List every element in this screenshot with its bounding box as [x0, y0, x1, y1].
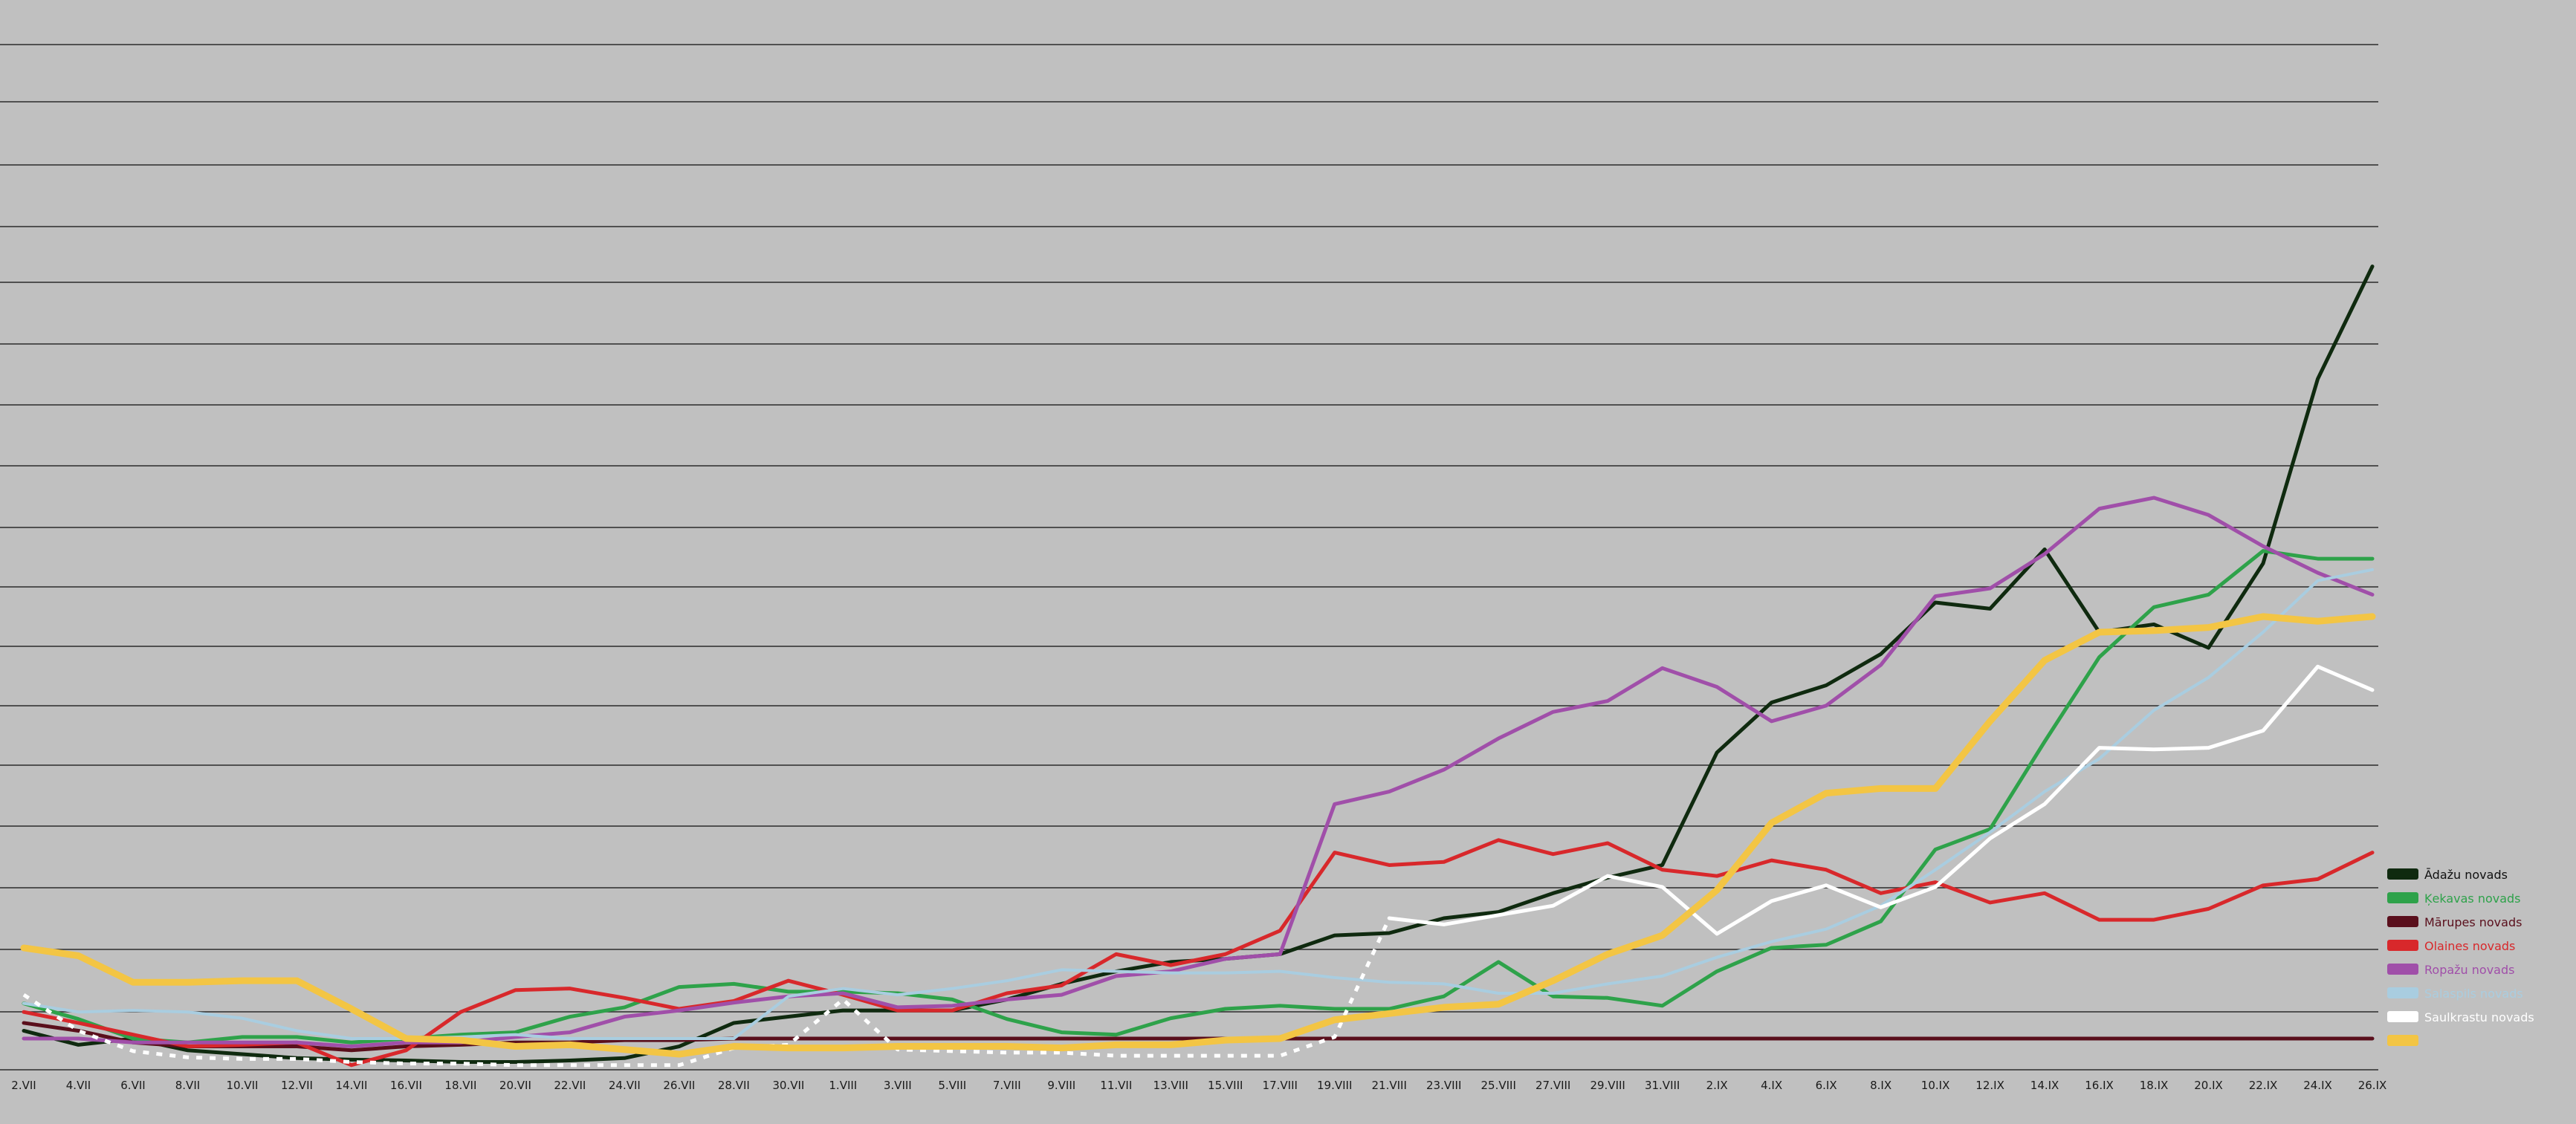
legend-label: Ķekavas novads	[2424, 891, 2521, 906]
legend-swatch	[2387, 916, 2418, 927]
x-tick-label: 4.VII	[66, 1079, 91, 1092]
x-tick-label: 18.IX	[2140, 1079, 2169, 1092]
x-tick-label: 16.VII	[390, 1079, 422, 1092]
series-line-7	[20, 613, 2376, 1058]
x-tick-label: 14.VII	[335, 1079, 367, 1092]
x-tick-label: 27.VIII	[1535, 1079, 1570, 1092]
x-axis-tick-labels: 2.VII 4.VII 6.VII 8.VII 10.VII 12.VII 14.VII 16…	[11, 1079, 2386, 1092]
legend-swatch	[2387, 1035, 2418, 1046]
x-tick-label: 12.IX	[1975, 1079, 2004, 1092]
x-tick-label: 6.IX	[1816, 1079, 1837, 1092]
series-line-0	[22, 264, 2375, 1065]
x-tick-label: 20.IX	[2194, 1079, 2223, 1092]
x-tick-label: 11.VII	[1100, 1079, 1132, 1092]
x-tick-label: 21.VIII	[1372, 1079, 1407, 1092]
x-tick-label: 18.VII	[444, 1079, 476, 1092]
x-tick-label: 10.VII	[226, 1079, 258, 1092]
x-tick-label: 13.VIII	[1153, 1079, 1188, 1092]
x-tick-label: 8.VII	[175, 1079, 200, 1092]
legend-label: Olaines novads	[2424, 939, 2515, 953]
legend-swatch	[2387, 868, 2418, 880]
legend: Ādažu novads Ķekavas novads Mārupes novads…	[2387, 868, 2534, 1046]
x-tick-label: 25.VIII	[1480, 1079, 1515, 1092]
x-tick-label: 12.VII	[281, 1079, 313, 1092]
legend-label: Salaspils novads	[2424, 987, 2523, 1001]
x-tick-label: 23.VIII	[1426, 1079, 1461, 1092]
x-tick-label: 26.VII	[663, 1079, 695, 1092]
legend-label: Ādažu novads	[2424, 868, 2508, 882]
series-line-3	[22, 838, 2375, 1068]
x-tick-label: 29.VIII	[1590, 1079, 1625, 1092]
x-tick-label: 14.IX	[2030, 1079, 2059, 1092]
x-tick-label: 26.IX	[2358, 1079, 2387, 1092]
x-tick-label: 15.VIII	[1208, 1079, 1243, 1092]
series-line-5	[22, 568, 2374, 1040]
x-tick-label: 24.IX	[2303, 1079, 2332, 1092]
x-tick-label: 10.IX	[1921, 1079, 1950, 1092]
x-tick-label: 22.IX	[2249, 1079, 2278, 1092]
x-tick-label: 19.VIII	[1317, 1079, 1352, 1092]
x-tick-label: 2.IX	[1706, 1079, 1728, 1092]
x-tick-label: 20.VII	[499, 1079, 531, 1092]
x-tick-label: 24.VII	[609, 1079, 641, 1092]
x-tick-label: 7.VIII	[993, 1079, 1021, 1092]
legend-label: Ropažu novads	[2424, 963, 2514, 977]
x-tick-label: 17.VIII	[1263, 1079, 1298, 1092]
x-tick-label: 9.VIII	[1047, 1079, 1075, 1092]
legend-swatch	[2387, 1011, 2418, 1022]
legend-swatch	[2387, 940, 2418, 951]
series-line-4	[22, 496, 2375, 1049]
x-tick-label: 22.VII	[554, 1079, 586, 1092]
x-tick-label: 3.VIII	[884, 1079, 912, 1092]
series-lines	[20, 264, 2376, 1068]
x-tick-label: 2.VII	[11, 1079, 36, 1092]
series-line-1	[22, 549, 2375, 1045]
x-tick-label: 28.VII	[718, 1079, 750, 1092]
x-tick-label: 4.IX	[1761, 1079, 1782, 1092]
gridlines	[0, 44, 2378, 1071]
series-line-6-dashed	[22, 917, 1391, 1068]
x-tick-label: 1.VIII	[829, 1079, 857, 1092]
x-tick-label: 5.VIII	[938, 1079, 966, 1092]
x-tick-label: 8.IX	[1870, 1079, 1891, 1092]
legend-label: Saulkrastu novads	[2424, 1010, 2534, 1024]
x-tick-label: 16.IX	[2085, 1079, 2114, 1092]
legend-label: Mārupes novads	[2424, 915, 2522, 929]
series-line-6	[1387, 664, 2375, 936]
x-tick-label: 30.VII	[772, 1079, 804, 1092]
legend-swatch	[2387, 892, 2418, 903]
x-tick-label: 6.VII	[120, 1079, 145, 1092]
x-tick-label: 31.VIII	[1645, 1079, 1680, 1092]
legend-swatch	[2387, 987, 2418, 998]
legend-swatch	[2387, 964, 2418, 975]
